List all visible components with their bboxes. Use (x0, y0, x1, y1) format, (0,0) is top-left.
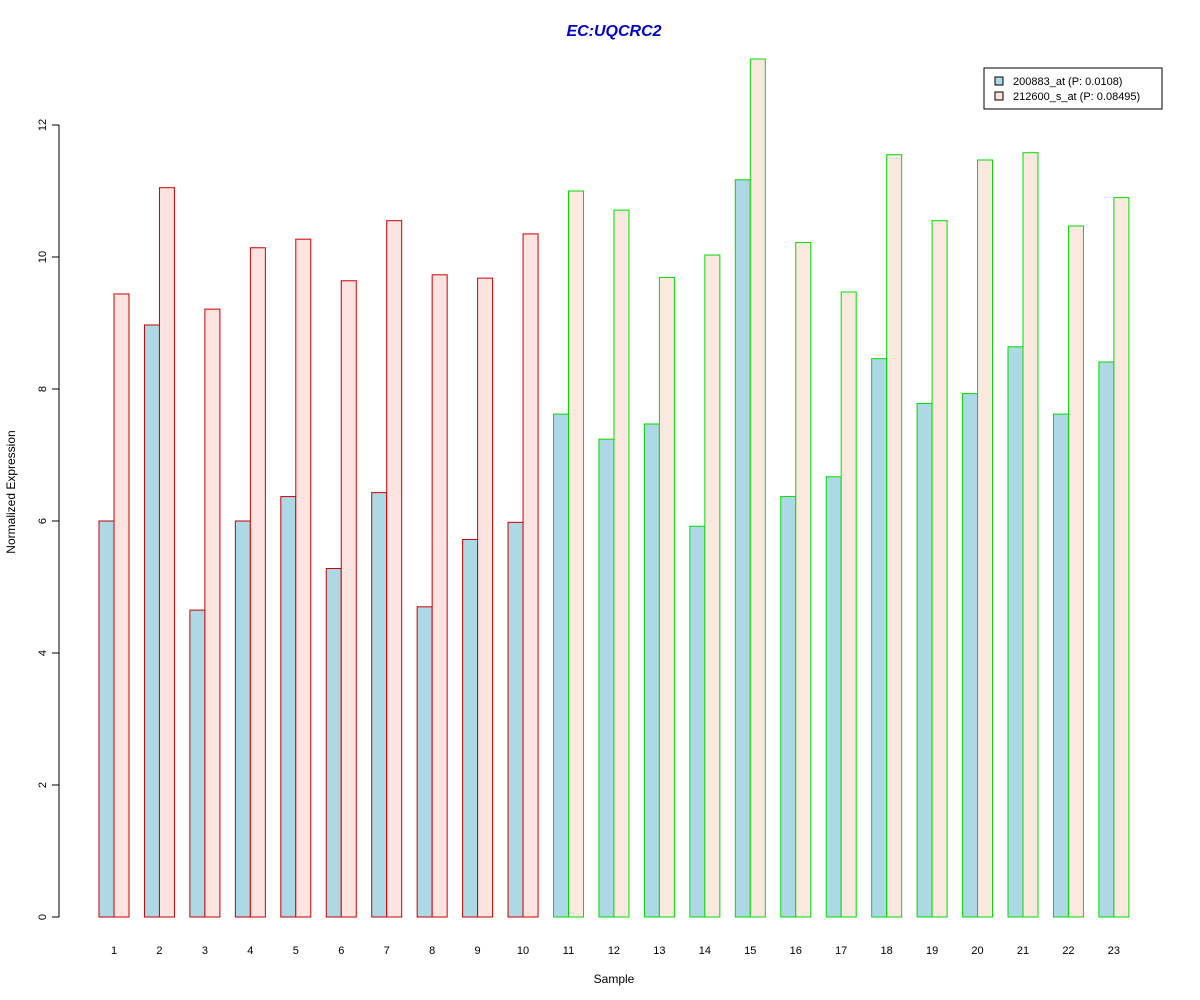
x-tick-label: 2 (156, 945, 162, 957)
bar-series-2-sample-7 (386, 220, 403, 918)
x-tick-label: 9 (475, 945, 481, 957)
bar-series-2-sample-16 (795, 241, 812, 918)
bar-series-2-sample-20 (977, 159, 994, 918)
x-tick-label: 16 (790, 945, 802, 957)
x-tick-label: 18 (881, 945, 893, 957)
bar-series-1-sample-2 (143, 324, 160, 918)
bar-series-2-sample-13 (658, 276, 675, 918)
bar-series-2-sample-1 (113, 293, 130, 918)
x-tick-label: 19 (926, 945, 938, 957)
x-tick-label: 23 (1108, 945, 1120, 957)
bar-series-1-sample-12 (598, 438, 615, 918)
x-tick-label: 7 (384, 945, 390, 957)
bar-series-1-sample-8 (416, 606, 433, 918)
x-tick-label: 6 (338, 945, 344, 957)
bar-series-2-sample-17 (840, 291, 857, 918)
x-tick-label: 21 (1017, 945, 1029, 957)
bar-series-2-sample-10 (522, 233, 539, 918)
bar-series-1-sample-23 (1098, 361, 1115, 918)
bar-series-2-sample-14 (704, 254, 721, 918)
bar-series-2-sample-4 (249, 247, 266, 918)
x-tick-label: 5 (293, 945, 299, 957)
y-tick-label: 8 (37, 386, 49, 392)
y-axis-label: Normalized Expression (4, 430, 18, 553)
x-tick-label: 15 (744, 945, 756, 957)
legend-label-series-1: 200883_at (P: 0.0108) (1013, 76, 1122, 88)
legend-label-series-2: 212600_s_at (P: 0.08495) (1013, 91, 1140, 103)
bar-series-1-sample-15 (734, 179, 751, 918)
y-tick-label: 0 (37, 914, 49, 920)
bar-series-1-sample-21 (1007, 346, 1024, 918)
bar-series-2-sample-3 (204, 308, 221, 918)
bar-series-2-sample-22 (1067, 225, 1084, 918)
y-tick-label: 6 (37, 518, 49, 524)
bar-series-1-sample-18 (871, 358, 888, 918)
y-tick-label: 4 (37, 650, 49, 656)
y-tick-label: 12 (37, 119, 49, 131)
bar-series-2-sample-15 (749, 58, 766, 918)
bar-series-2-sample-18 (886, 154, 903, 918)
x-tick-label: 14 (699, 945, 711, 957)
legend-swatch-series-2 (994, 91, 1004, 101)
bar-series-2-sample-19 (931, 220, 948, 918)
x-tick-label: 17 (835, 945, 847, 957)
x-tick-label: 1 (111, 945, 117, 957)
x-tick-label: 22 (1062, 945, 1074, 957)
x-tick-label: 3 (202, 945, 208, 957)
bar-series-1-sample-4 (234, 520, 251, 918)
x-tick-label: 12 (608, 945, 620, 957)
bar-series-1-sample-9 (462, 538, 479, 918)
x-tick-label: 10 (517, 945, 529, 957)
x-tick-label: 8 (429, 945, 435, 957)
bars-group (98, 58, 1130, 918)
bar-series-1-sample-6 (325, 568, 342, 918)
bar-series-1-sample-17 (825, 476, 842, 918)
bar-series-2-sample-9 (477, 277, 494, 918)
x-axis-label: Sample (594, 972, 635, 986)
bar-series-1-sample-3 (189, 609, 206, 918)
legend-swatch-series-1 (994, 76, 1004, 86)
x-tick-labels: 1 2 3 4 5 6 7 8 9 10 11 12 13 14 15 16 17 18 19 20 21 22 23 (111, 945, 1120, 957)
bar-series-2-sample-21 (1022, 152, 1039, 918)
bar-series-1-sample-13 (643, 423, 660, 918)
bar-series-1-sample-1 (98, 520, 115, 918)
bar-series-2-sample-8 (431, 274, 448, 918)
bar-series-1-sample-5 (280, 496, 297, 918)
bar-series-1-sample-11 (553, 413, 569, 918)
bar-series-2-sample-5 (295, 238, 312, 918)
x-tick-label: 20 (971, 945, 983, 957)
bar-series-1-sample-16 (780, 496, 797, 918)
legend-box (983, 67, 1163, 110)
x-tick-label: 4 (247, 945, 253, 957)
bar-series-2-sample-12 (613, 209, 630, 918)
bar-series-1-sample-14 (689, 525, 706, 918)
bar-series-2-sample-2 (158, 187, 175, 918)
bar-series-1-sample-7 (371, 492, 388, 918)
x-tick-label: 11 (563, 945, 574, 957)
chart-title: EC:UQCRC2 (566, 23, 661, 40)
bar-series-1-sample-20 (962, 393, 979, 918)
x-tick-label: 13 (653, 945, 665, 957)
y-axis: 0 2 4 6 8 10 12 (37, 119, 60, 920)
y-tick-label: 10 (37, 251, 49, 263)
bar-series-2-sample-6 (340, 280, 357, 918)
legend: 200883_at (P: 0.0108) 212600_s_at (P: 0.… (983, 67, 1163, 110)
bar-series-1-sample-22 (1052, 413, 1069, 918)
bar-series-2-sample-23 (1113, 197, 1130, 918)
bar-series-2-sample-11 (568, 190, 584, 918)
bar-series-1-sample-10 (507, 521, 524, 918)
y-tick-label: 2 (37, 782, 49, 788)
bar-series-1-sample-19 (916, 403, 933, 918)
